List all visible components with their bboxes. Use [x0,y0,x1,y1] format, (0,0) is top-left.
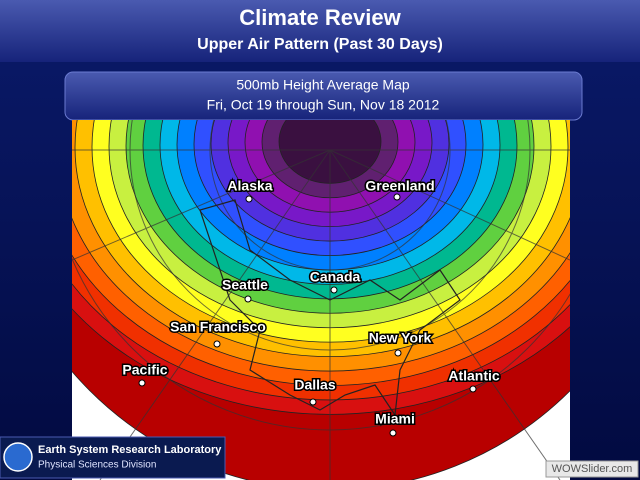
noaa-logo [3,442,33,472]
map-label: Alaska [227,178,272,194]
city-dot [469,385,477,393]
watermark: WOWSlider.com [552,463,633,475]
lab-name: Earth System Research Laboratory [38,444,222,456]
graticule [72,120,570,480]
city-dot [138,379,146,387]
map-label: Dallas [294,377,335,393]
map-label: Pacific [122,362,167,378]
map-label: San Francisco [170,319,266,335]
subtitle: Upper Air Pattern (Past 30 Days) [197,36,443,53]
city-dot [393,193,401,201]
map-labels: Alaska Greenland Canada Seattle San Fran… [121,176,501,437]
footer-logo: Earth System Research Laboratory Physica… [0,436,226,479]
map-label: Canada [310,269,361,285]
map-label: Seattle [222,277,268,293]
city-dot [309,398,317,406]
division-name: Physical Sciences Division [38,460,156,471]
coastline [199,199,461,417]
city-dot [394,349,402,357]
city-dot [330,286,338,294]
city-dot [389,429,397,437]
city-dot [244,295,252,303]
city-dot [213,340,221,348]
watermark-box [545,460,639,478]
title: Climate Review [239,5,401,30]
city-dot [245,195,253,203]
logo-box [0,436,226,479]
map-label: New York [369,330,432,346]
panel-dates: Fri, Oct 19 through Sun, Nov 18 2012 [207,97,440,113]
panel-title: 500mb Height Average Map [236,77,410,93]
map-label: Atlantic [448,368,500,384]
title-bar [0,0,640,62]
map-label: Greenland [365,178,434,194]
map-label: Miami [375,411,415,427]
